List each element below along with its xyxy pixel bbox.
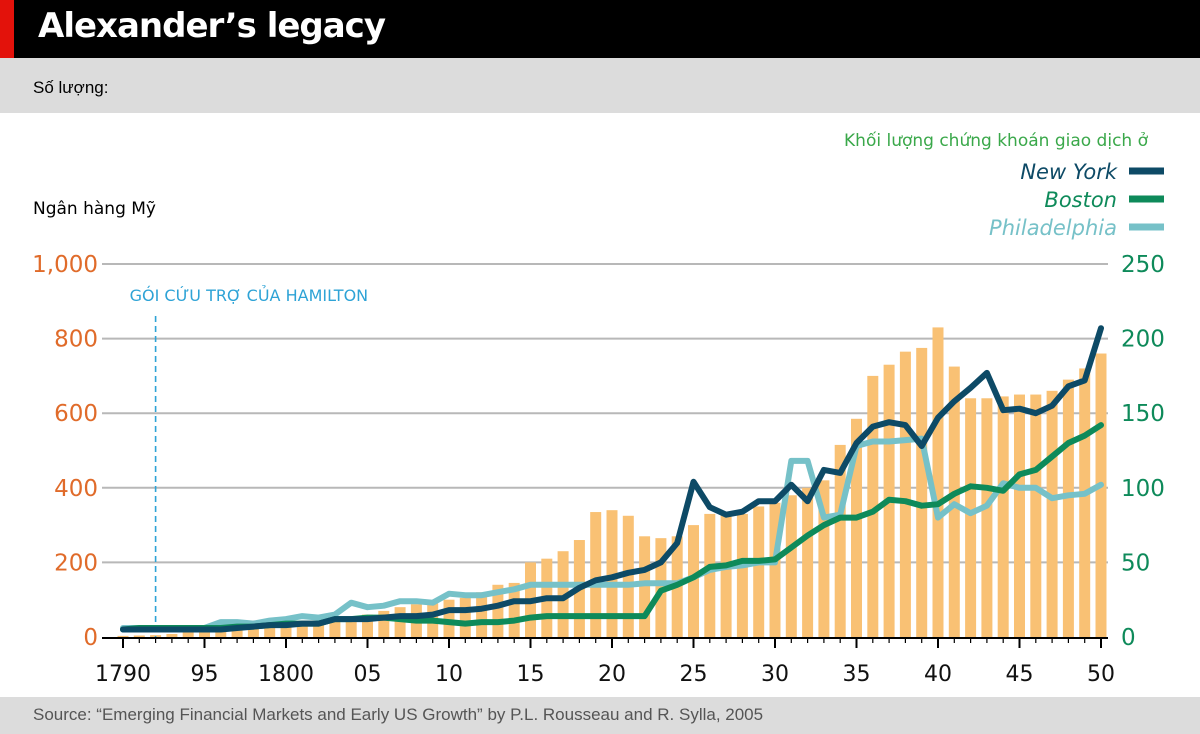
hamilton-annotation-label: GÓI CỨU TRỢ CỦA HAMILTON: [130, 285, 369, 305]
line-series: [120, 325, 1104, 633]
bar-1828: [736, 513, 748, 637]
legend: New York Boston Philadelphia: [989, 160, 1164, 240]
x-tick-label: 10: [435, 662, 463, 687]
left-tick-label: 0: [83, 625, 98, 651]
bar-1831: [785, 495, 797, 637]
bar-1793: [166, 634, 178, 637]
bar-1812: [476, 592, 488, 637]
bar-1830: [769, 502, 781, 637]
bar-1811: [459, 597, 471, 637]
bar-1797: [231, 627, 243, 637]
bar-1848: [1062, 379, 1074, 637]
bar-1842: [965, 398, 977, 637]
x-tick-label: 20: [598, 662, 626, 687]
line-new-york: [120, 325, 1104, 633]
bar-1804: [345, 618, 357, 637]
bar-1790: [117, 635, 129, 637]
source-bar: Source: “Emerging Financial Markets and …: [0, 697, 1200, 734]
bar-1820: [606, 510, 618, 637]
bar-1822: [639, 536, 651, 637]
bar-1799: [264, 625, 276, 637]
x-tick-label: 95: [191, 662, 219, 687]
x-tick-label: 1800: [258, 662, 314, 687]
x-tick-label: 45: [1006, 662, 1034, 687]
bar-1801: [296, 623, 308, 637]
x-tick-label: 05: [354, 662, 382, 687]
bar-1813: [492, 584, 504, 637]
legend-label-new-york: New York: [1020, 160, 1117, 184]
x-tick-label: 40: [924, 662, 952, 687]
right-tick-label: 50: [1121, 550, 1150, 576]
right-tick-label: 100: [1121, 476, 1165, 502]
right-tick-label: 150: [1121, 401, 1165, 427]
bar-1798: [247, 625, 259, 637]
bar-1791: [133, 635, 145, 637]
bar-1839: [916, 347, 928, 637]
bar-1802: [313, 622, 325, 637]
bar-1843: [981, 398, 993, 637]
source-note: Source: “Emerging Financial Markets and …: [33, 705, 764, 724]
bar-1821: [622, 515, 634, 637]
x-tick-label: 1790: [95, 662, 151, 687]
x-tick-label: 35: [843, 662, 871, 687]
bar-1834: [834, 444, 846, 637]
bar-1819: [590, 512, 602, 637]
bar-1794: [182, 632, 194, 637]
x-tick-label: 50: [1087, 662, 1115, 687]
bar-1800: [280, 625, 292, 637]
bar-1847: [1046, 390, 1058, 637]
bar-1849: [1079, 368, 1091, 637]
bar-1840: [932, 327, 944, 637]
title-accent: [0, 0, 14, 58]
right-tick-label: 200: [1121, 327, 1165, 353]
bar-1829: [753, 506, 765, 637]
bar-1825: [688, 525, 699, 637]
bar-1803: [329, 620, 341, 637]
bar-1795: [199, 630, 210, 637]
bar-1832: [802, 487, 814, 637]
left-axis-ticks: 0 200 400 600 800 1,000: [32, 252, 98, 651]
left-tick-label: 400: [54, 476, 98, 502]
bar-series-banks: [117, 327, 1107, 637]
bar-1810: [443, 599, 455, 637]
legend-label-philadelphia: Philadelphia: [989, 216, 1117, 240]
left-tick-label: 200: [54, 550, 98, 576]
bar-1846: [1030, 394, 1042, 637]
subtitle-bar: Số lượng:: [0, 58, 1200, 113]
x-tick-label: 30: [761, 662, 789, 687]
chart-subtitle: Số lượng:: [33, 78, 109, 97]
bar-1806: [378, 610, 390, 637]
bar-1817: [557, 551, 569, 637]
chart-title: Alexander’s legacy: [38, 6, 386, 46]
x-axis-ticks: 1790 95 1800 05 10 15 20 25 30 35 40 45 50: [95, 638, 1115, 687]
legend-label-boston: Boston: [1044, 188, 1117, 212]
right-axis-ticks: 0 50 100 150 200 250: [1121, 252, 1165, 651]
x-tick-label: 15: [517, 662, 545, 687]
right-tick-label: 0: [1121, 625, 1136, 651]
bar-1796: [215, 629, 227, 637]
bar-1850: [1095, 353, 1107, 637]
bar-1827: [720, 513, 732, 637]
title-bar: Alexander’s legacy: [0, 0, 1200, 58]
bar-1838: [899, 351, 911, 637]
line-philadelphia: [120, 435, 1104, 631]
left-axis-title: Ngân hàng Mỹ: [33, 199, 156, 219]
left-tick-label: 600: [54, 401, 98, 427]
left-tick-label: 1,000: [32, 252, 98, 278]
bar-1814: [508, 582, 520, 637]
bar-1805: [362, 614, 373, 637]
bar-1833: [818, 480, 830, 637]
bar-1835: [851, 418, 862, 637]
legend-heading: Khối lượng chứng khoán giao dịch ở: [844, 130, 1149, 151]
x-tick-label: 25: [680, 662, 708, 687]
bar-1844: [997, 396, 1009, 637]
left-tick-label: 800: [54, 327, 98, 353]
right-tick-label: 250: [1121, 252, 1165, 278]
bar-1836: [867, 375, 879, 637]
bar-1845: [1014, 394, 1025, 637]
bar-1826: [704, 513, 716, 637]
